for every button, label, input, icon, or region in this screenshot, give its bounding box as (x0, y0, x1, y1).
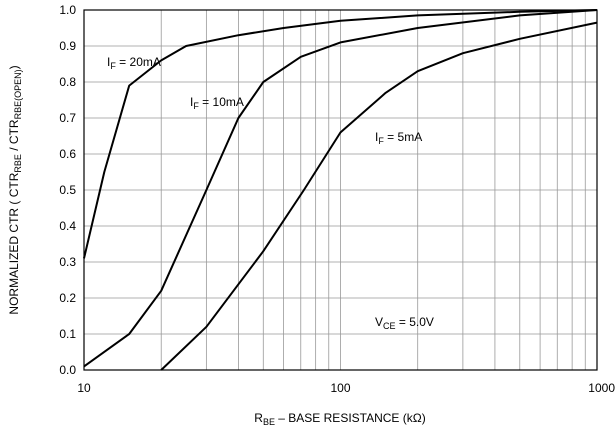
text-part: I (190, 95, 193, 109)
text-part: I (375, 130, 378, 144)
series-label: IF = 10mA (190, 95, 244, 111)
x-tick-label: 1000 (588, 381, 615, 395)
subscript: F (378, 136, 384, 146)
line (160, 21, 598, 371)
y-tick-label: 0.9 (59, 39, 76, 53)
annotation: VCE = 5.0V (375, 315, 434, 331)
subscript: RBE(OPEN) (13, 69, 23, 119)
line (83, 9, 598, 368)
subscript: F (110, 61, 116, 71)
y-tick-label: 0.8 (59, 75, 76, 89)
text-part: = 5mA (384, 130, 422, 144)
y-tick-label: 1.0 (59, 3, 76, 17)
line (83, 9, 598, 259)
subscript: BE (263, 417, 275, 427)
y-tick-label: 0.6 (59, 147, 76, 161)
y-tick-label: 0.7 (59, 111, 76, 125)
y-tick-label: 0.5 (59, 183, 76, 197)
subscript: F (193, 101, 199, 111)
text-part: R (254, 411, 263, 425)
subscript: CE (383, 321, 396, 331)
y-tick-label: 0.0 (59, 363, 76, 377)
y-tick-label: 0.3 (59, 255, 76, 269)
y-tick-label: 0.1 (59, 327, 76, 341)
text-part: = 5.0V (396, 315, 434, 329)
text-part: NORMALIZED CTR ( CTR (7, 172, 21, 314)
text-part: I (107, 55, 110, 69)
y-tick-label: 0.2 (59, 291, 76, 305)
x-tick-label: 10 (77, 381, 91, 395)
text-part: V (375, 315, 383, 329)
series-label: IF = 20mA (107, 55, 161, 71)
y-axis-label: NORMALIZED CTR ( CTRRBE / CTRRBE(OPEN)) (7, 65, 23, 314)
text-part: / CTR (7, 119, 21, 154)
x-axis-label: RBE – BASE RESISTANCE (kΩ) (254, 411, 425, 427)
plot-frame (83, 9, 598, 371)
text-part: = 10mA (199, 95, 244, 109)
y-tick-label: 0.4 (59, 219, 76, 233)
x-tick-label: 100 (330, 381, 350, 395)
text-part: = 20mA (116, 55, 161, 69)
text-part: – BASE RESISTANCE (kΩ) (275, 411, 426, 425)
subscript: RBE (13, 154, 23, 173)
text-part: ) (7, 65, 21, 69)
series-label: IF = 5mA (375, 130, 422, 146)
